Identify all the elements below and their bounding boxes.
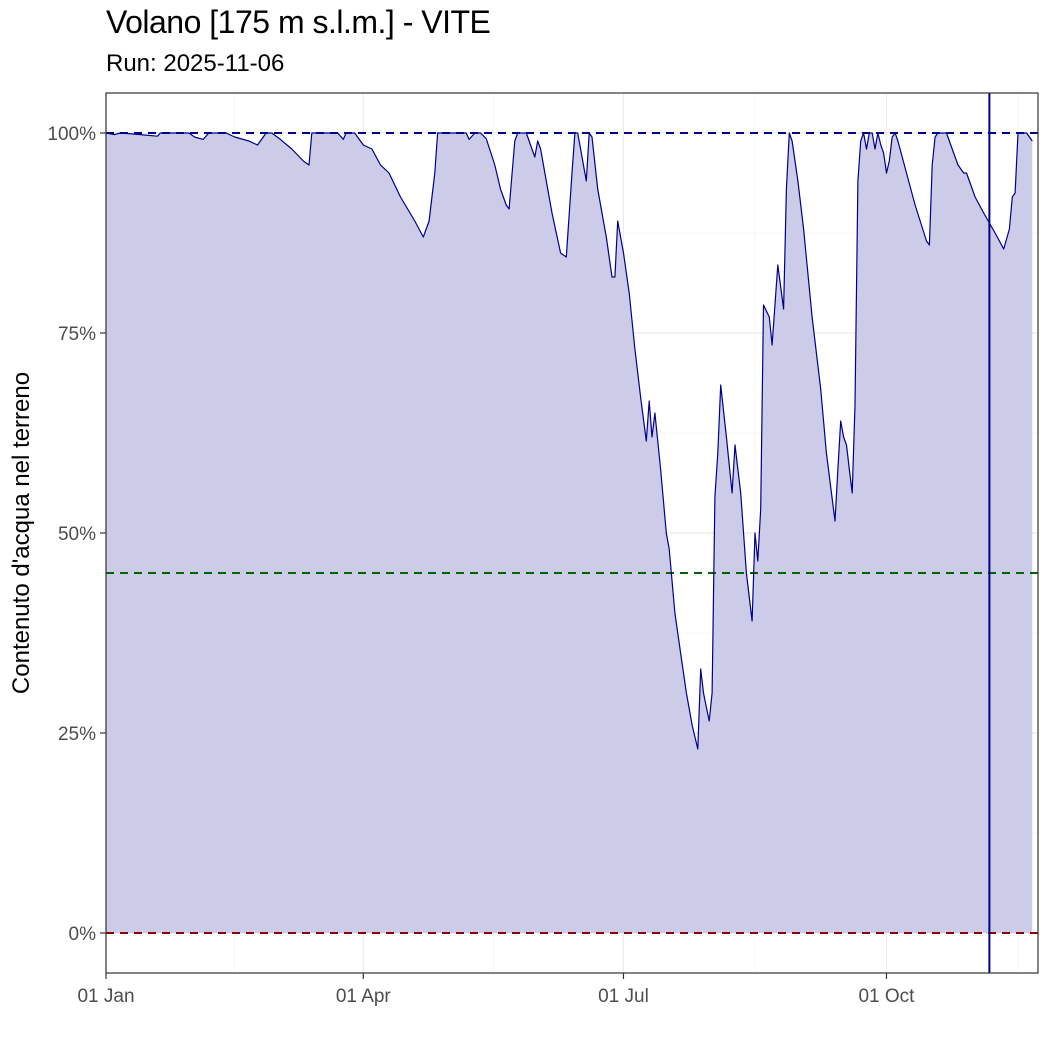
x-tick-label: 01 Jan (77, 986, 134, 1007)
x-tick-label: 01 Oct (858, 986, 915, 1007)
y-tick-label: 75% (58, 324, 96, 345)
y-tick-label: 0% (69, 924, 97, 945)
y-tick-label: 100% (47, 124, 96, 145)
chart-title: Volano [175 m s.l.m.] - VITE (106, 4, 491, 40)
x-axis: 01 Jan 01 Apr 01 Jul 01 Oct (77, 973, 915, 1007)
x-tick-label: 01 Jul (598, 986, 649, 1007)
chart-subtitle: Run: 2025-11-06 (106, 50, 285, 77)
y-tick-label: 50% (58, 524, 96, 545)
x-tick-label: 01 Apr (336, 986, 392, 1007)
y-tick-label: 25% (58, 724, 96, 745)
water-content-line (105, 132, 1033, 750)
water-content-area (106, 133, 1033, 933)
y-axis: 0% 25% 50% 75% 100% (47, 124, 106, 945)
reference-lines (106, 132, 1038, 934)
